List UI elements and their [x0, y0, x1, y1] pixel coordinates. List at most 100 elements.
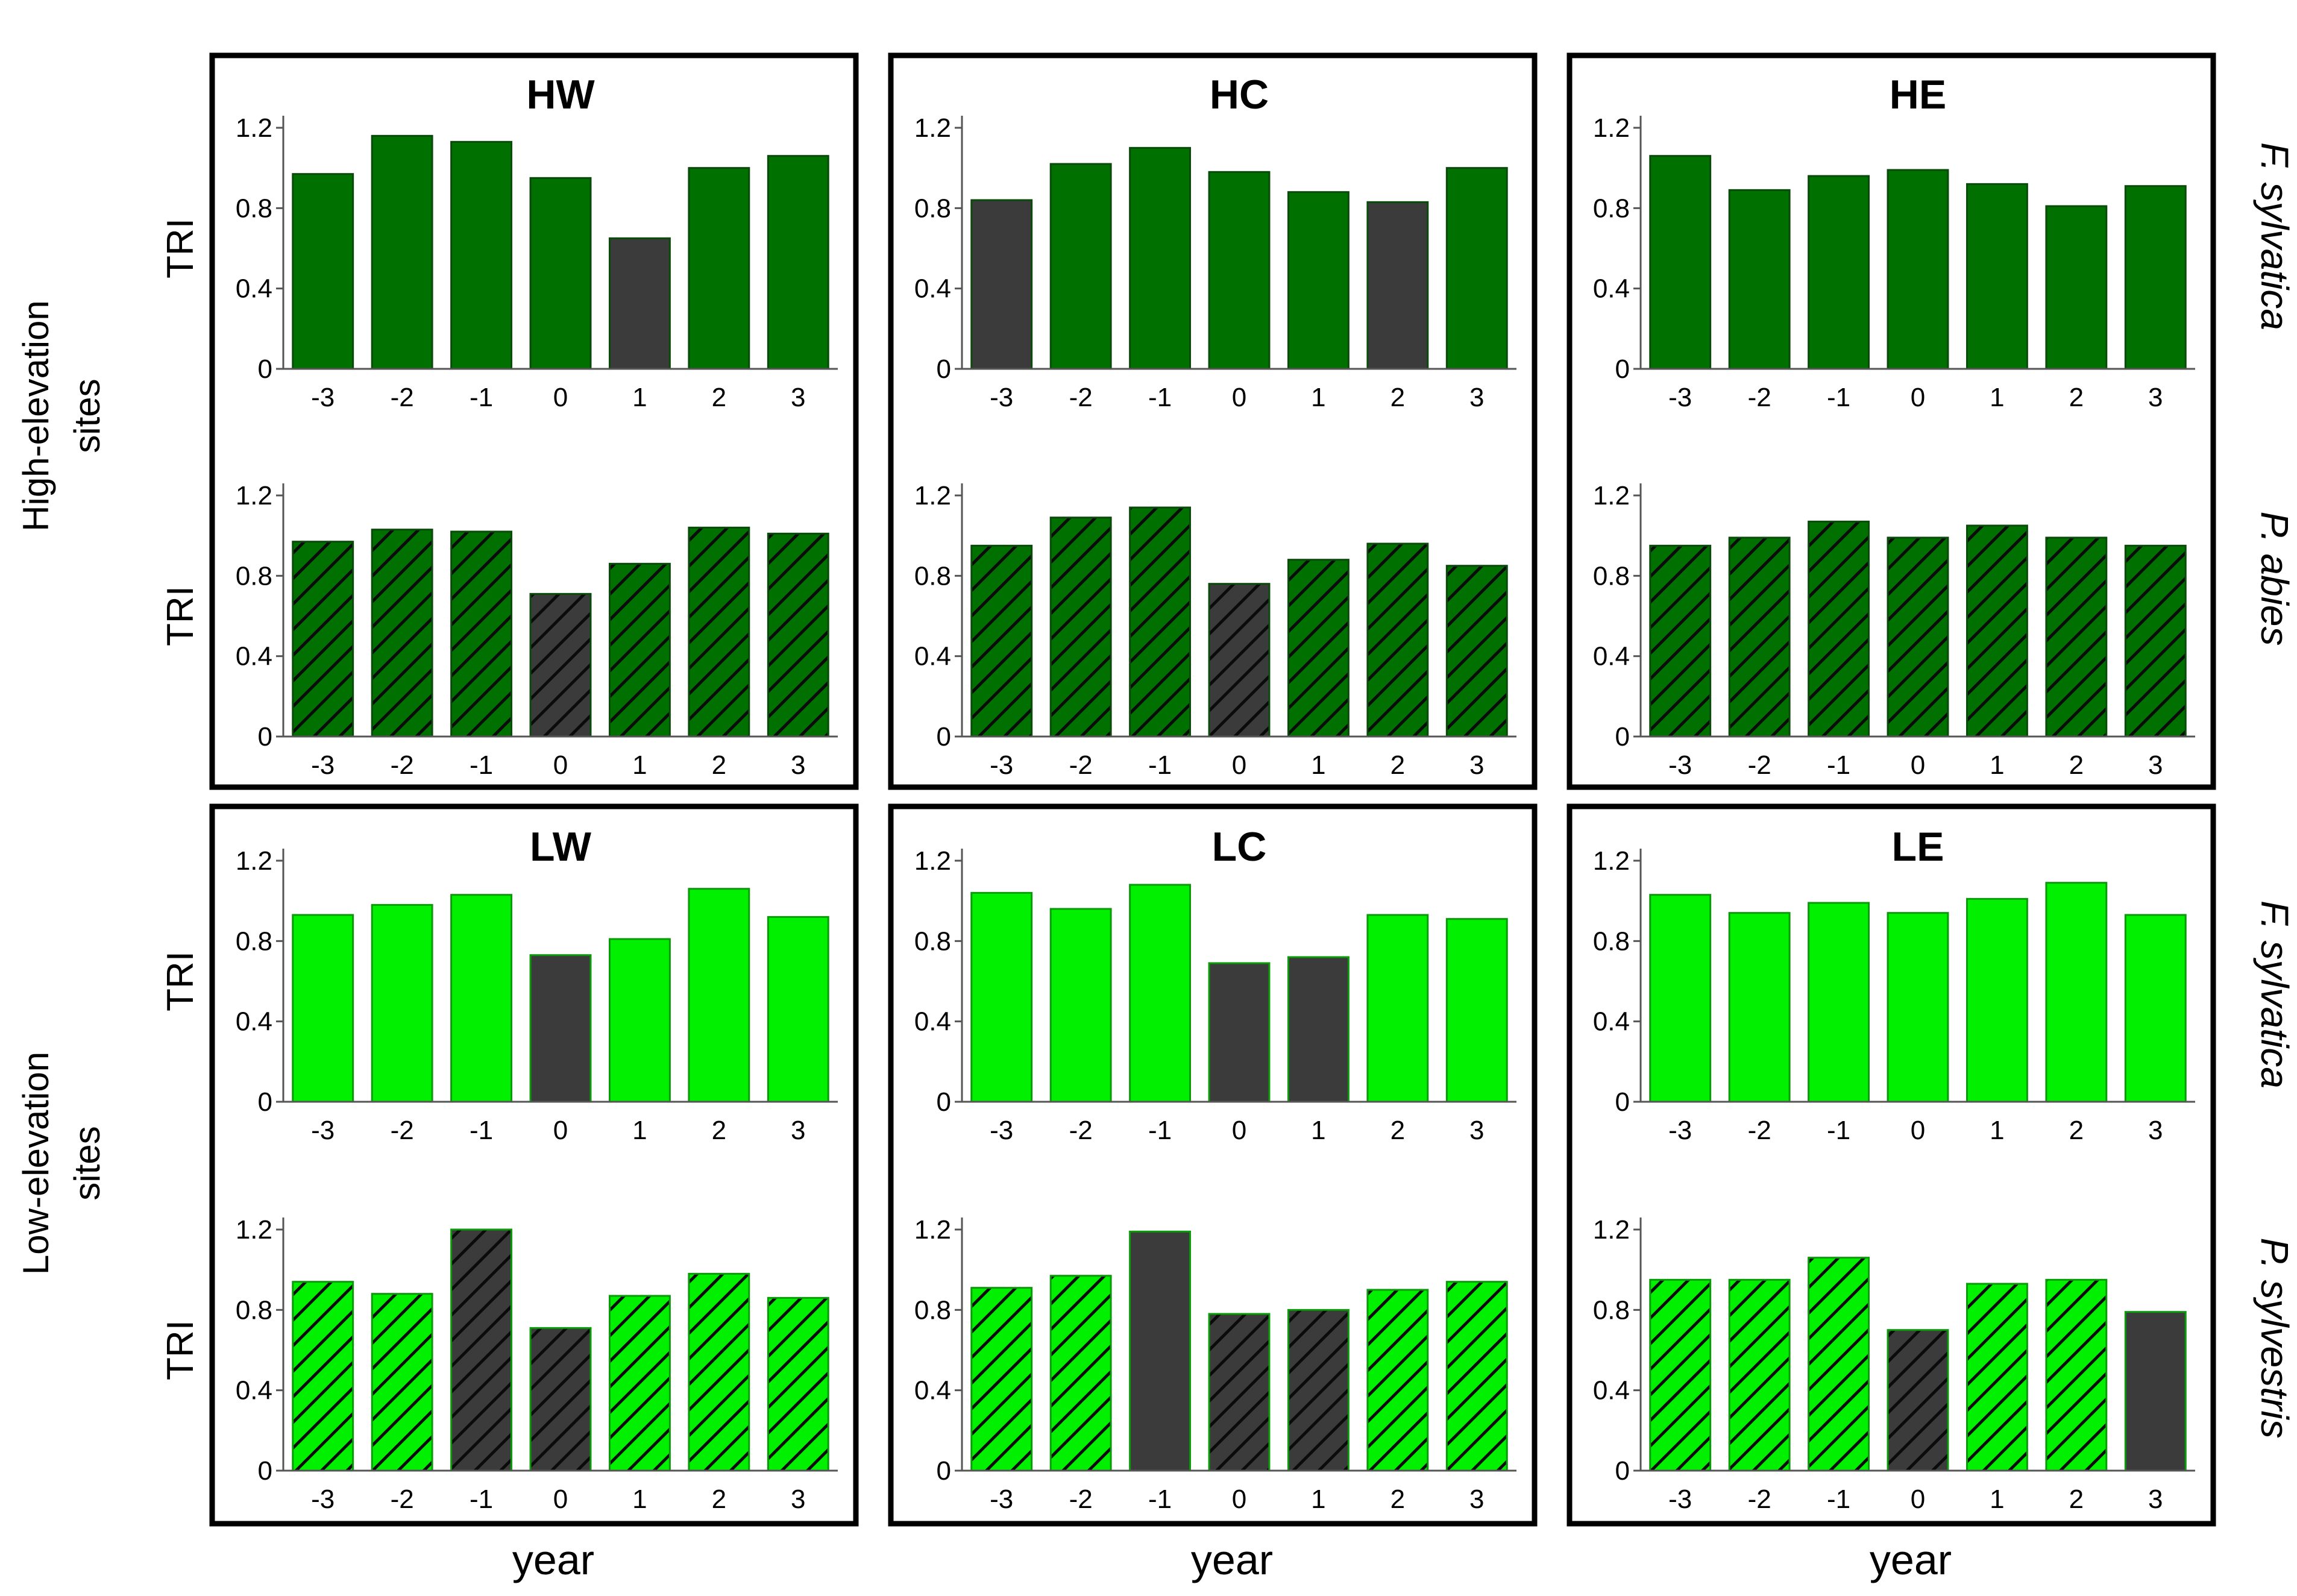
subplot-hc-p: -3 -2 -1 0 1 2 3 0 0.4 0.8 1.2 [914, 481, 1516, 780]
x-tick-le-p-1: 1 [1990, 1484, 2004, 1514]
bar-hw-f-0 [529, 177, 592, 370]
bar-lw-p-2 [688, 1272, 750, 1472]
y-tick-lc-f-0.8: 0.8 [914, 926, 951, 956]
bar-hc-p-0 [1208, 583, 1271, 738]
bar-lw-f-3 [767, 916, 829, 1103]
bar-le-f-3 [2124, 914, 2187, 1103]
y-tick-lw-f-0.4: 0.4 [236, 1007, 272, 1037]
x-tick-lw-p--1: -1 [470, 1484, 493, 1514]
x-tick-hc-f--1: -1 [1148, 383, 1172, 412]
bar-hc-p-3 [1445, 565, 1508, 738]
y-tick-lw-p-0.4: 0.4 [236, 1376, 272, 1406]
x-tick-hw-f--1: -1 [470, 383, 493, 412]
y-tick-he-p-0.8: 0.8 [1593, 561, 1630, 591]
y-tick-lc-f-1.2: 1.2 [914, 846, 951, 876]
x-tick-hc-p-3: 3 [1469, 750, 1484, 780]
x-tick-le-f-2: 2 [2069, 1116, 2084, 1145]
bar-le-f--3 [1649, 894, 1712, 1103]
bar-lc-p-2 [1366, 1289, 1429, 1472]
row-label-high-line1: High-elevation [16, 300, 56, 532]
x-tick-hc-f-0: 0 [1232, 383, 1246, 412]
subplot-hw-f: HW TRI -3 -2 -1 0 1 2 3 0 0.4 0.8 1.2 [160, 72, 838, 412]
x-tick-hc-f--2: -2 [1069, 383, 1093, 412]
bar-he-p--3 [1649, 544, 1712, 738]
y-tick-he-f-0.8: 0.8 [1593, 193, 1630, 223]
y-tick-he-f-0.4: 0.4 [1593, 274, 1630, 304]
y-tick-lw-f-0.8: 0.8 [236, 926, 272, 956]
bar-hw-f--2 [371, 134, 433, 370]
bar-hw-p-2 [688, 526, 750, 738]
bar-hc-p-2 [1366, 542, 1429, 738]
y-tick-lc-p-0.8: 0.8 [914, 1295, 951, 1325]
y-tick-hw-f-1.2: 1.2 [236, 113, 272, 143]
bar-le-p-2 [2045, 1278, 2108, 1472]
x-tick-hc-p-0: 0 [1232, 750, 1246, 780]
bar-lw-f-1 [608, 938, 671, 1103]
x-tick-lw-f-0: 0 [553, 1116, 568, 1145]
y-tick-lw-f-0: 0 [258, 1087, 272, 1117]
x-tick-le-p-0: 0 [1911, 1484, 1925, 1514]
y-tick-hc-p-0: 0 [937, 722, 951, 752]
bar-lw-p-1 [608, 1295, 671, 1472]
bar-lc-f-0 [1208, 962, 1271, 1103]
y-tick-lc-p-0: 0 [937, 1456, 951, 1486]
panel-title-he: HE [1890, 72, 1946, 118]
bar-le-f--1 [1808, 902, 1870, 1103]
bar-le-p-3 [2124, 1311, 2187, 1472]
x-tick-he-p-0: 0 [1911, 750, 1925, 780]
x-tick-hc-p--2: -2 [1069, 750, 1093, 780]
bar-hc-f-2 [1366, 201, 1429, 370]
x-tick-le-f--1: -1 [1827, 1116, 1850, 1145]
bar-he-p--1 [1808, 520, 1870, 738]
bar-lc-p--3 [970, 1287, 1033, 1472]
x-axis-label-left: year [512, 1536, 594, 1583]
y-tick-lw-p-1.2: 1.2 [236, 1215, 272, 1245]
x-tick-lw-p-0: 0 [553, 1484, 568, 1514]
subplot-lw-p: TRI -3 -2 -1 0 1 2 3 0 0.4 0.8 1.2 [160, 1215, 838, 1514]
x-tick-lw-f-1: 1 [632, 1116, 647, 1145]
bar-he-f-1 [1965, 183, 2028, 370]
x-tick-le-f--3: -3 [1668, 1116, 1692, 1145]
row-label-low-line1: Low-elevation [16, 1052, 56, 1275]
bar-he-f-3 [2124, 185, 2187, 370]
bar-he-p-0 [1887, 536, 1949, 738]
bar-hc-p--1 [1129, 506, 1192, 738]
bar-lc-f-1 [1287, 956, 1350, 1103]
subplot-he-p: -3 -2 -1 0 1 2 3 0 0.4 0.8 1.2 [1593, 481, 2195, 780]
y-tick-le-f-0: 0 [1615, 1087, 1630, 1117]
x-tick-he-p--2: -2 [1748, 750, 1771, 780]
x-tick-le-p--1: -1 [1827, 1484, 1850, 1514]
x-tick-lc-p--3: -3 [990, 1484, 1013, 1514]
x-axis-label-center: year [1191, 1536, 1273, 1583]
x-tick-he-p-3: 3 [2148, 750, 2163, 780]
bar-le-p--2 [1728, 1278, 1791, 1472]
x-tick-lw-f--2: -2 [391, 1116, 414, 1145]
row-label-low-line2: sites [67, 1126, 107, 1200]
bar-hc-f-1 [1287, 191, 1350, 370]
bar-he-p-2 [2045, 536, 2108, 738]
bar-hc-p-1 [1287, 559, 1350, 738]
x-tick-hc-f-2: 2 [1390, 383, 1405, 412]
subplot-lw-f: LW TRI -3 -2 -1 0 1 2 3 0 0.4 0.8 1.2 [160, 824, 838, 1145]
bar-hc-f--1 [1129, 146, 1192, 370]
x-tick-lc-p-1: 1 [1311, 1484, 1325, 1514]
y-tick-hw-p-0.8: 0.8 [236, 561, 272, 591]
x-tick-hw-f-3: 3 [791, 383, 805, 412]
subplot-le-p: -3 -2 -1 0 1 2 3 0 0.4 0.8 1.2 [1593, 1215, 2195, 1514]
y-tick-le-p-0: 0 [1615, 1456, 1630, 1486]
bar-lw-f--3 [292, 914, 354, 1103]
x-tick-le-f-0: 0 [1911, 1116, 1925, 1145]
y-tick-lc-p-1.2: 1.2 [914, 1215, 951, 1245]
bar-hw-p--1 [450, 530, 513, 738]
x-tick-lw-f--3: -3 [311, 1116, 335, 1145]
x-tick-hc-p-1: 1 [1311, 750, 1325, 780]
x-tick-lc-p-3: 3 [1469, 1484, 1484, 1514]
x-tick-hc-f-1: 1 [1311, 383, 1325, 412]
bar-hc-p--3 [970, 544, 1033, 738]
y-tick-hc-p-0.4: 0.4 [914, 642, 951, 671]
panel-frame-hw [209, 52, 859, 790]
y-tick-le-p-1.2: 1.2 [1593, 1215, 1630, 1245]
bar-lw-p--2 [371, 1293, 433, 1472]
species-label-high-p: P. abies [2253, 512, 2296, 646]
bar-hw-f--3 [292, 173, 354, 370]
